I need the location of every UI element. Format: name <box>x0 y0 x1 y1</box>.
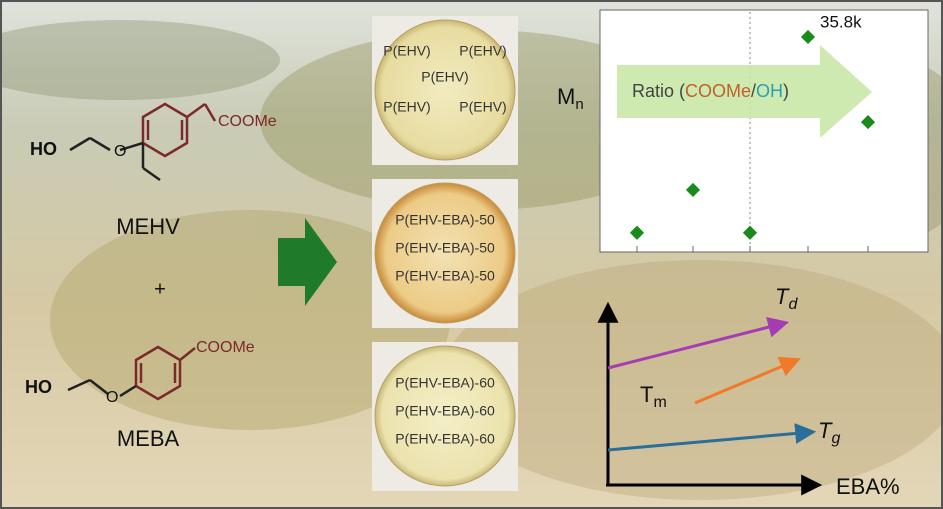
plot-area <box>599 9 929 253</box>
mn-plot: Ratio (COOMe/OH) Mn 35.8k <box>557 9 929 253</box>
ratio-arrow <box>617 45 872 138</box>
film-label: P(EHV-EBA)-60 <box>395 403 495 419</box>
film-label: P(EHV-EBA)-60 <box>395 375 495 391</box>
film-label: P(EHV) <box>383 99 430 115</box>
trend-label-sub: g <box>831 430 840 447</box>
trend-label: Tg <box>818 418 840 447</box>
trend-label-sub: m <box>653 394 666 411</box>
ratio-part: ) <box>783 81 789 101</box>
ester: COOMe <box>196 339 255 356</box>
film-disk <box>374 19 516 161</box>
x-axis-label: EBA% <box>836 474 900 499</box>
meba-structure <box>67 345 196 401</box>
ratio-label: Ratio (COOMe/OH) <box>632 81 789 101</box>
ratio-part: / <box>751 81 756 101</box>
film-label: P(EHV) <box>421 69 468 85</box>
trend-label-sub: d <box>788 296 798 313</box>
film-label: P(EHV-EBA)-50 <box>395 240 495 256</box>
oxygen: O <box>114 143 126 160</box>
mehv-structure <box>69 102 217 182</box>
ratio-part: Ratio ( <box>632 81 685 101</box>
hydroxyl: HO <box>30 139 57 159</box>
oxygen: O <box>106 389 118 406</box>
point <box>685 182 701 197</box>
film-label: P(EHV) <box>459 43 506 59</box>
trend-label: Td <box>775 284 798 313</box>
ratio-part: OH <box>756 81 783 101</box>
trend-label: Tm <box>640 382 667 411</box>
trend-arrow <box>607 423 817 452</box>
trend-label-main: T <box>640 382 653 407</box>
point <box>742 225 758 240</box>
molecule-name: MEBA <box>117 426 180 451</box>
film-label: P(EHV) <box>383 43 430 59</box>
film-label: P(EHV-EBA)-50 <box>395 268 495 284</box>
film-disk <box>374 345 516 487</box>
point <box>800 29 816 45</box>
ratio-part: COOMe <box>685 81 751 101</box>
y-axis-label-sub: n <box>575 96 583 113</box>
point <box>860 115 876 130</box>
value-label: 35.8k <box>820 12 862 31</box>
trend-arrow <box>694 356 801 405</box>
film-label: P(EHV-EBA)-50 <box>395 212 495 228</box>
trend-arrow <box>607 316 790 370</box>
trend-label-main: T <box>775 284 790 309</box>
point <box>629 225 645 240</box>
process-arrow <box>278 218 337 306</box>
film-label: P(EHV) <box>459 99 506 115</box>
films: P(EHV) P(EHV) P(EHV) P(EHV) P(EHV) P(EHV-EBA)… <box>372 16 518 491</box>
y-axis-label-main: M <box>557 84 575 109</box>
film-label: P(EHV-EBA)-60 <box>395 431 495 447</box>
y-axis-label: Mn <box>557 84 584 113</box>
plus: + <box>154 278 166 300</box>
film-disk <box>374 182 516 324</box>
molecule-name: MEHV <box>116 214 180 239</box>
hydroxyl: HO <box>25 377 52 397</box>
trend-label-main: T <box>818 418 833 443</box>
ester: COOMe <box>218 113 277 130</box>
